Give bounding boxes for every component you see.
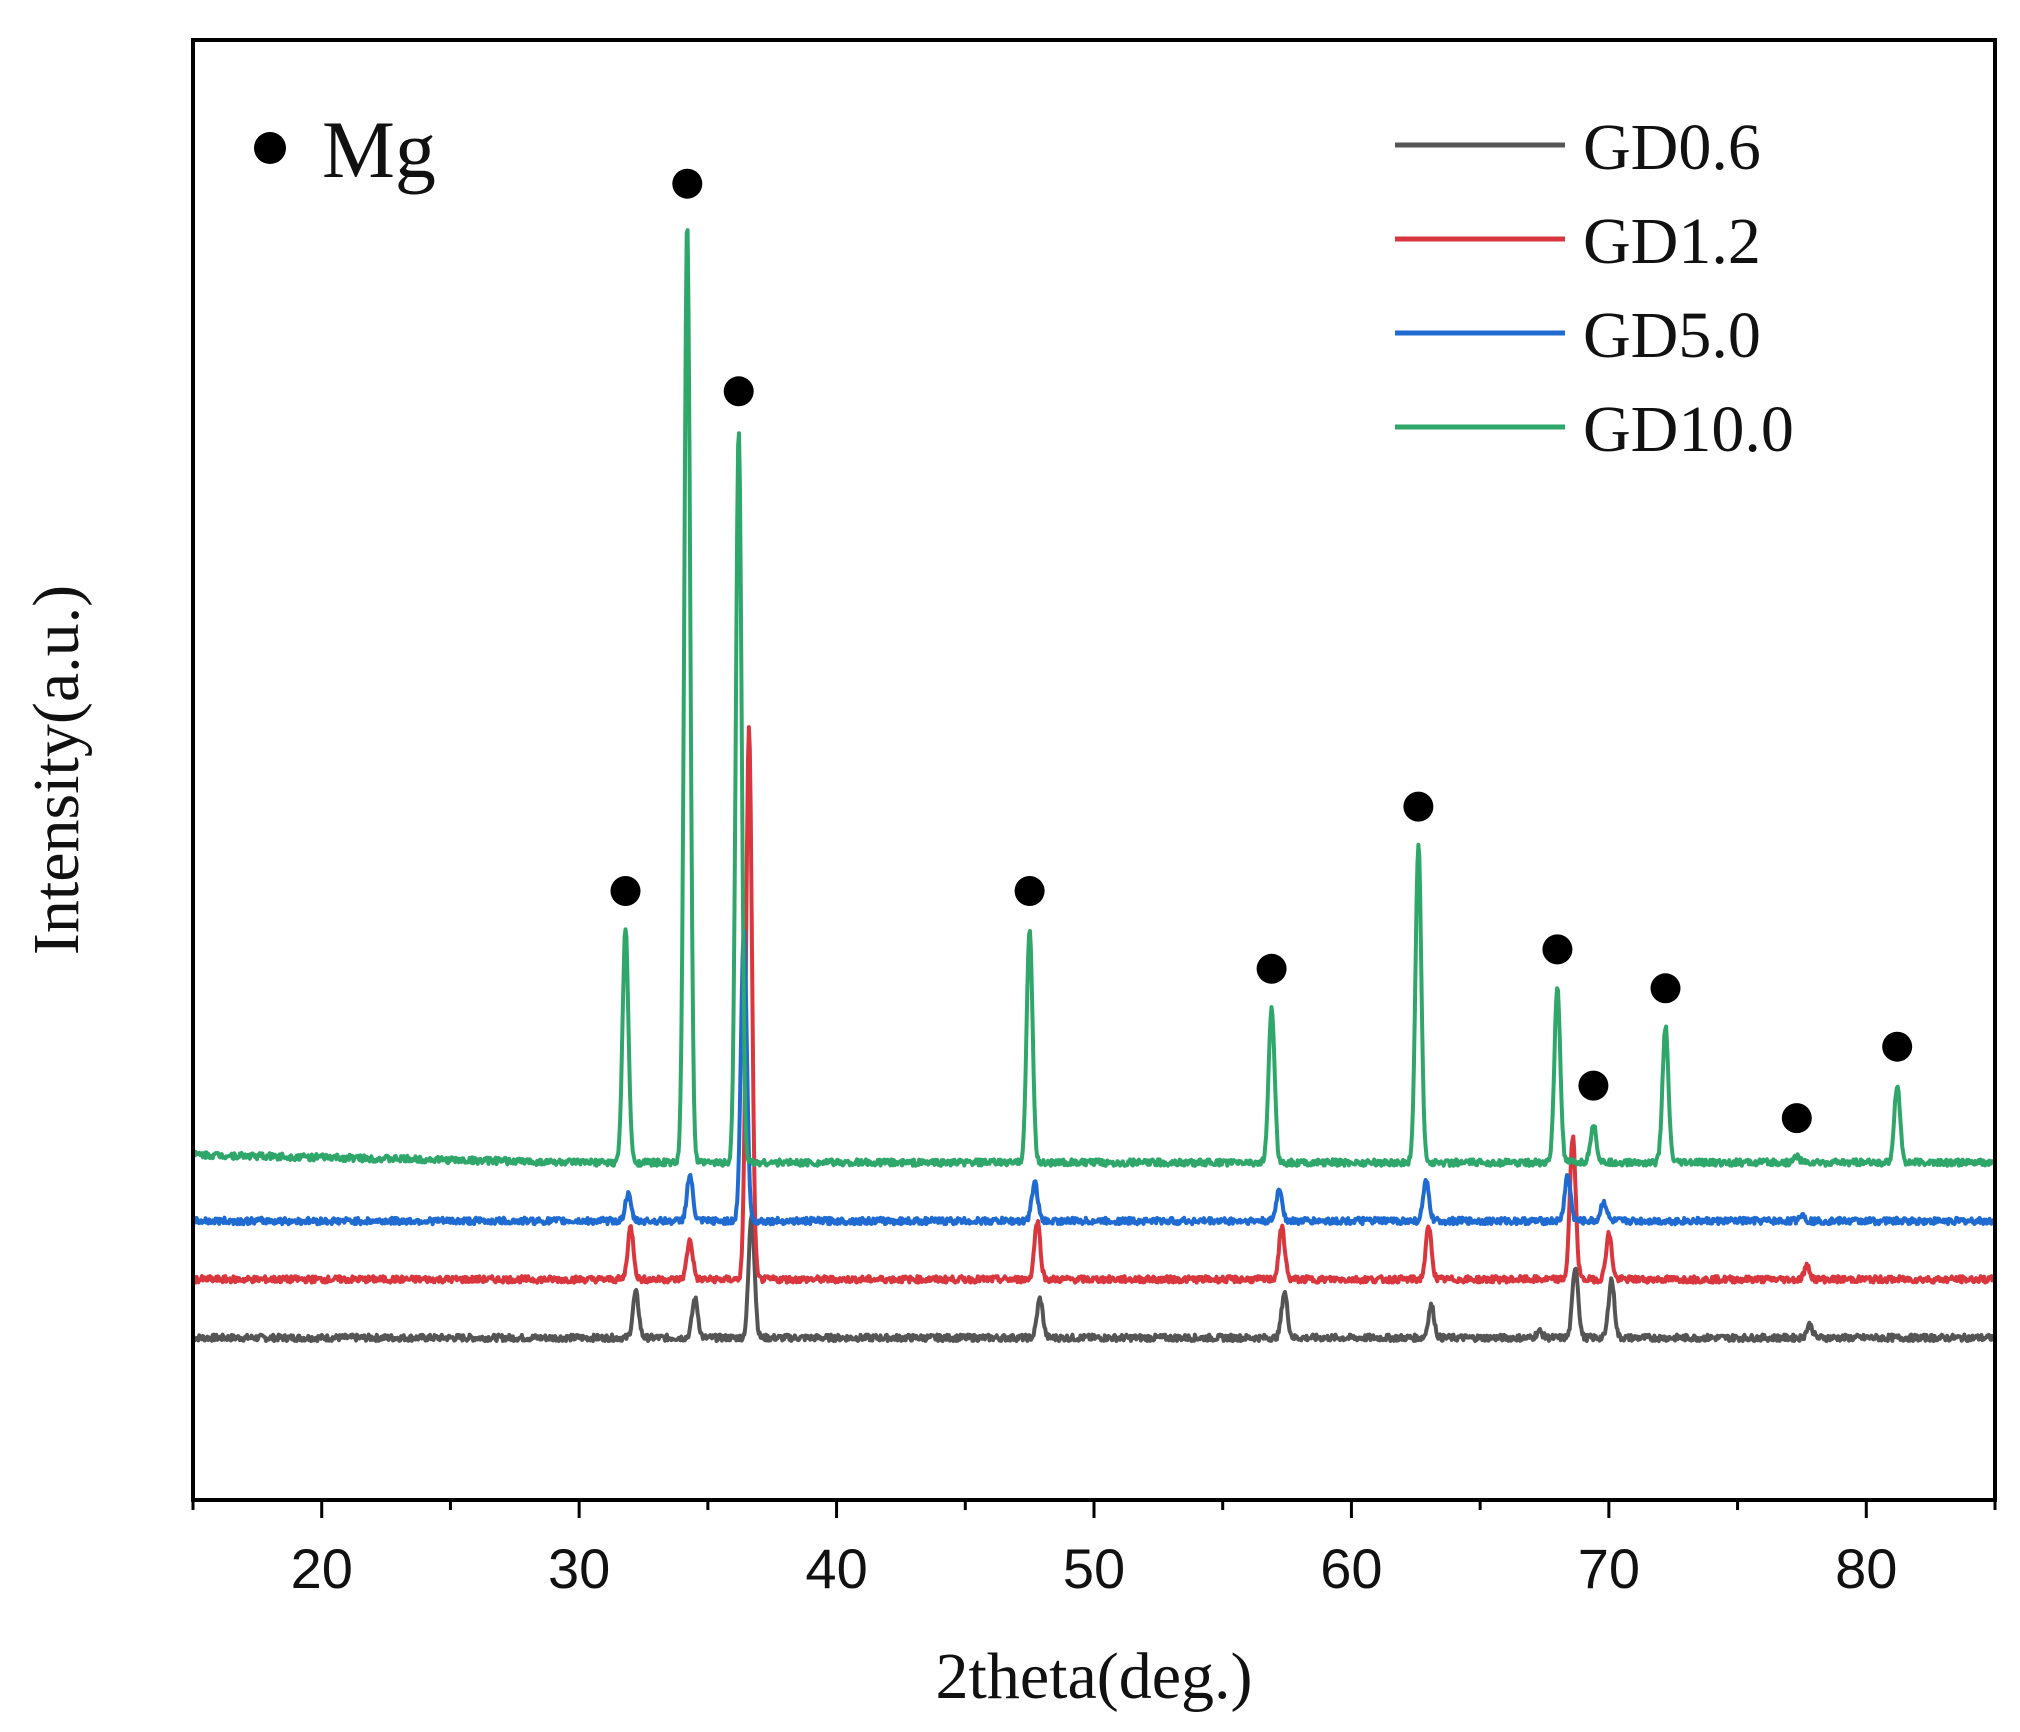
legend-label: GD5.0 xyxy=(1583,299,1761,372)
peak-marker-icon xyxy=(672,168,703,199)
peak-marker-icon xyxy=(1882,1031,1913,1062)
peak-marker-icon xyxy=(1256,953,1287,984)
x-tick-label: 80 xyxy=(1835,1537,1897,1600)
peak-marker-icon xyxy=(1578,1070,1609,1101)
marker-legend: Mg xyxy=(254,104,436,195)
peak-marker-icon xyxy=(610,876,641,906)
y-axis-label: Intensity(a.u.) xyxy=(20,585,93,955)
x-tick-label: 30 xyxy=(548,1537,610,1600)
peak-marker-icon xyxy=(1014,876,1045,906)
x-axis-label: 2theta(deg.) xyxy=(935,1640,1252,1713)
marker-legend-dot-icon xyxy=(254,132,286,164)
x-tick-label: 20 xyxy=(291,1537,353,1600)
series-line-gd1-2 xyxy=(191,725,1997,1285)
peak-marker-icon xyxy=(1781,1103,1812,1134)
legend-label: GD1.2 xyxy=(1583,205,1761,278)
x-tick-label: 40 xyxy=(805,1537,867,1600)
series-line-gd10-0 xyxy=(191,228,1997,1168)
peak-marker-icon xyxy=(723,376,754,407)
x-tick-label: 50 xyxy=(1063,1537,1125,1600)
peak-markers-group xyxy=(610,168,1913,1134)
series-line-gd5-0 xyxy=(191,929,1997,1227)
peak-marker-icon xyxy=(1542,934,1573,965)
peak-marker-icon xyxy=(1403,791,1434,822)
legend-label: GD10.0 xyxy=(1583,393,1794,466)
peak-marker-icon xyxy=(1650,973,1681,1004)
x-tick-label: 70 xyxy=(1578,1537,1640,1600)
x-axis-ticks: 20 30 40 50 60 70 80 xyxy=(191,1500,1997,1600)
x-tick-label: 60 xyxy=(1320,1537,1382,1600)
legend: GD0.6 GD1.2 GD5.0 GD10.0 xyxy=(1395,111,1794,466)
legend-label: GD0.6 xyxy=(1583,111,1761,184)
series-group xyxy=(191,228,1997,1343)
marker-legend-label: Mg xyxy=(322,104,436,195)
series-line-gd0-6 xyxy=(191,1213,1997,1343)
